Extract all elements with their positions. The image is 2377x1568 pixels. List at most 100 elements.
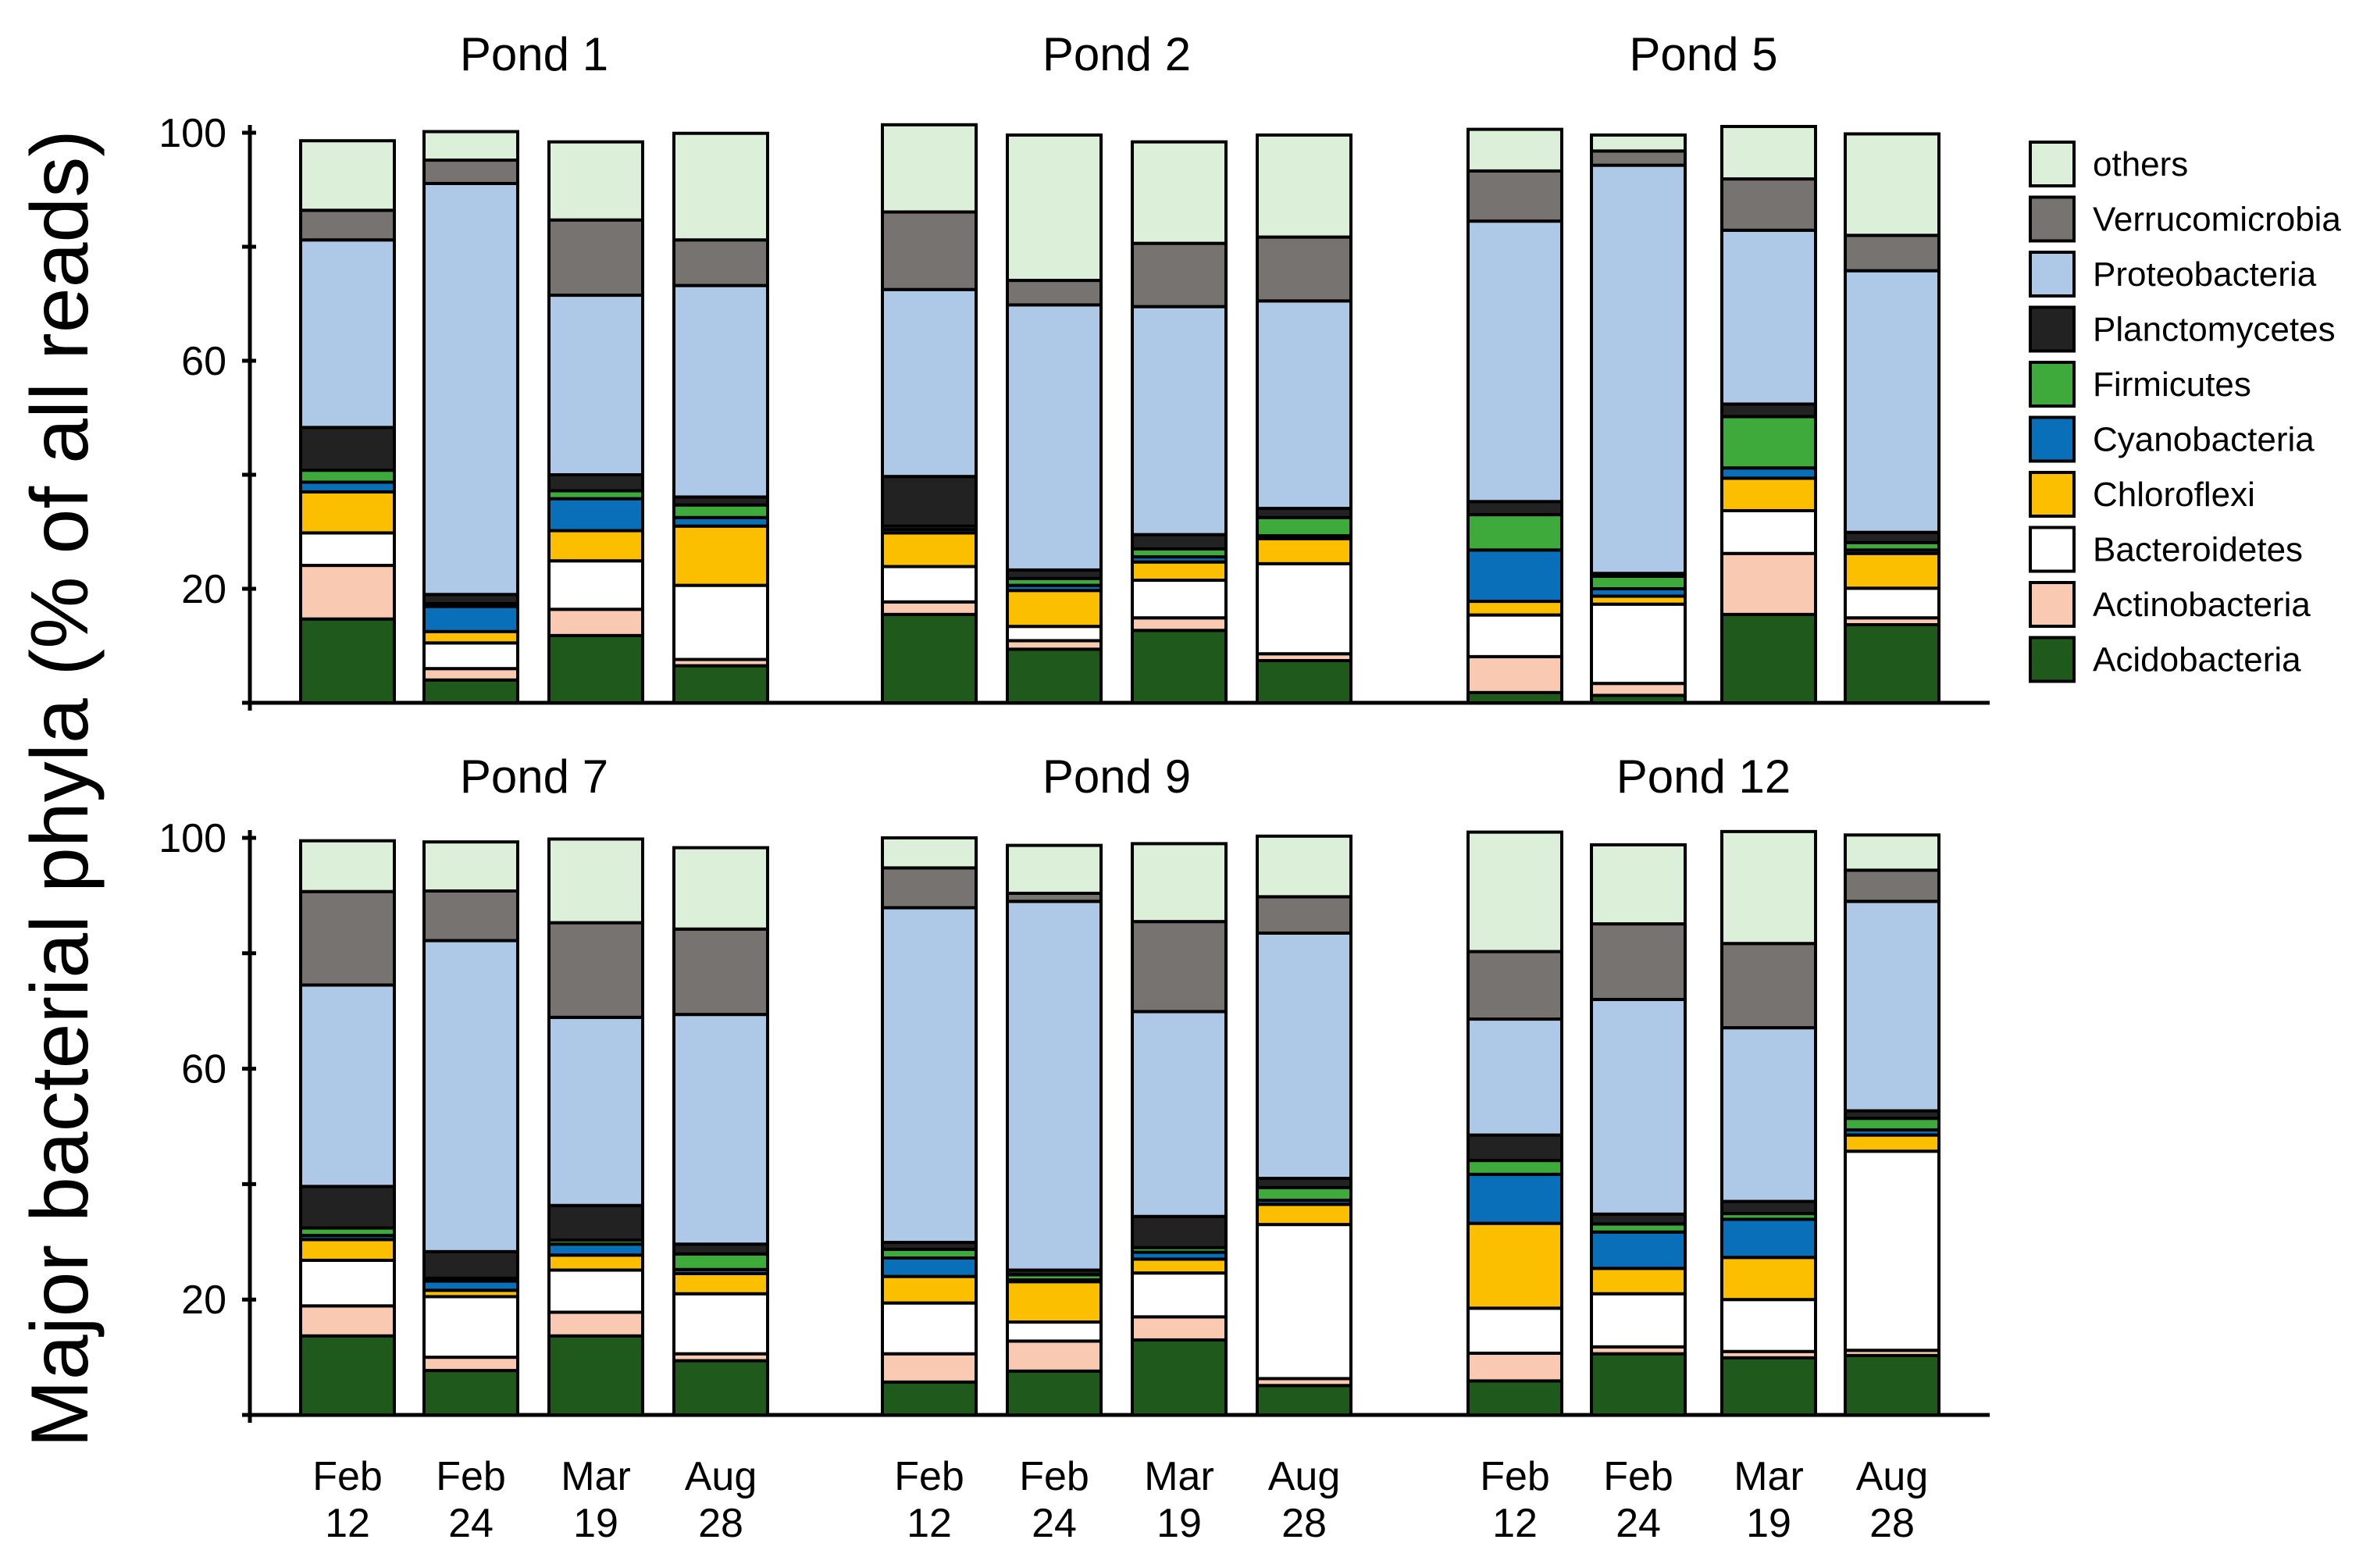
bar-feb-24 [1590, 133, 1687, 705]
bar-segment-verrucomicrobia [1844, 233, 1940, 273]
bar-segment-bacteroidetes [1006, 625, 1103, 643]
panel-pond-12: Pond 12 [1466, 750, 1940, 1417]
bar-segment-chloroflexi [547, 529, 644, 563]
bar-segment-cyanobacteria [1590, 1230, 1687, 1270]
bar-segment-chloroflexi [1006, 589, 1103, 629]
bar-feb-12 [881, 123, 978, 704]
bar-segment-actinobacteria [1131, 1315, 1228, 1342]
bar-segment-bacteroidetes [1131, 579, 1228, 620]
legend-label: others [2093, 145, 2188, 184]
bar-segment-proteobacteria [1466, 219, 1563, 504]
bar-segment-bacteroidetes [1720, 1298, 1817, 1353]
panel-title: Pond 9 [1042, 750, 1191, 803]
bar-segment-chloroflexi [1131, 560, 1228, 583]
bar-segment-acidobacteria [1844, 622, 1940, 704]
bar-segment-planctomycetes [1720, 402, 1817, 419]
bar-segment-chloroflexi [299, 1238, 396, 1262]
bar-aug-28 [1256, 133, 1352, 704]
bar-feb-24 [1006, 843, 1103, 1417]
bar-segment-bacteroidetes [1006, 1320, 1103, 1343]
bar-segment-proteobacteria [299, 238, 396, 429]
bar-segment-actinobacteria [1006, 1339, 1103, 1373]
category-label-month: Mar [1144, 1454, 1214, 1499]
bar-segment-acidobacteria [1006, 1369, 1103, 1417]
legend-swatch [2029, 526, 2076, 573]
bar-segment-verrucomicrobia [299, 889, 396, 987]
bar-segment-verrucomicrobia [422, 159, 519, 185]
category-label-month: Aug [685, 1454, 757, 1499]
bar-segment-proteobacteria [672, 283, 769, 499]
bar-segment-chloroflexi [1256, 1203, 1352, 1227]
bar-aug-28 [1256, 834, 1352, 1417]
bar-segment-bacteroidetes [1844, 586, 1940, 620]
category-label-day: 19 [573, 1501, 618, 1546]
bar-segment-acidobacteria [1256, 1384, 1352, 1417]
bar-segment-verrucomicrobia [672, 927, 769, 1017]
bar-segment-actinobacteria [299, 1304, 396, 1338]
bar-segment-chloroflexi [1466, 600, 1563, 617]
category-label-month: Feb [1480, 1454, 1550, 1499]
bar-segment-bacteroidetes [422, 1295, 519, 1360]
bar-segment-acidobacteria [547, 633, 644, 704]
category-label-day: 28 [698, 1501, 743, 1546]
bar-segment-bacteroidetes [1256, 561, 1352, 656]
bar-segment-others [1590, 843, 1687, 926]
bar-segment-others [299, 139, 396, 212]
legend-item-proteobacteria: Proteobacteria [2029, 251, 2317, 298]
bar-segment-bacteroidetes [672, 1292, 769, 1356]
bar-segment-actinobacteria [1466, 654, 1563, 694]
bar-feb-12 [1466, 127, 1563, 704]
legend-label: Actinobacteria [2093, 586, 2311, 624]
bar-segment-others [1256, 133, 1352, 239]
bar-segment-verrucomicrobia [1006, 279, 1103, 307]
bar-segment-verrucomicrobia [1720, 177, 1817, 232]
bar-segment-others [422, 130, 519, 162]
bar-segment-proteobacteria [547, 294, 644, 476]
bar-segment-others [1006, 843, 1103, 895]
bar-segment-proteobacteria [1006, 303, 1103, 572]
category-label-day: 28 [1869, 1501, 1915, 1546]
bar-segment-verrucomicrobia [1844, 868, 1940, 903]
bar-segment-acidobacteria [881, 1380, 978, 1417]
bar-segment-firmicutes [1720, 415, 1817, 470]
bar-segment-verrucomicrobia [881, 210, 978, 291]
bar-segment-cyanobacteria [1466, 548, 1563, 604]
bar-segment-others [299, 839, 396, 893]
panel-row-1: 20 60 100 Pond 1 Pond 2 Pond 5 [159, 28, 1990, 711]
bar-segment-actinobacteria [547, 608, 644, 637]
bar-aug-28 [672, 131, 769, 704]
bar-segment-planctomycetes [881, 475, 978, 528]
bar-segment-actinobacteria [547, 1310, 644, 1338]
bar-segment-proteobacteria [1006, 900, 1103, 1272]
bar-segment-actinobacteria [299, 564, 396, 621]
bar-segment-actinobacteria [422, 1356, 519, 1373]
legend-swatch [2029, 305, 2076, 353]
bar-segment-proteobacteria [672, 1013, 769, 1246]
bar-segment-firmicutes [672, 1252, 769, 1271]
bar-segment-bacteroidetes [1720, 508, 1817, 555]
legend-swatch [2029, 141, 2076, 187]
y-tick-label: 100 [159, 816, 226, 861]
legend-swatch [2029, 471, 2076, 518]
legend-swatch [2029, 195, 2076, 243]
bar-segment-acidobacteria [547, 1334, 644, 1417]
bar-segment-others [1720, 829, 1817, 946]
legend-swatch [2029, 415, 2076, 463]
bar-segment-firmicutes [672, 503, 769, 519]
bar-segment-firmicutes [1256, 1185, 1352, 1203]
bar-mar-19 [1131, 140, 1228, 704]
bar-segment-bacteroidetes [422, 641, 519, 671]
bar-segment-bacteroidetes [299, 531, 396, 568]
bar-segment-chloroflexi [299, 490, 396, 535]
bar-segment-others [422, 840, 519, 893]
bar-segment-chloroflexi [422, 629, 519, 645]
bar-segment-bacteroidetes [1844, 1149, 1940, 1352]
category-label-month: Mar [561, 1454, 631, 1499]
bar-segment-chloroflexi [1006, 1280, 1103, 1324]
legend-swatch [2029, 636, 2076, 683]
category-label-month: Aug [1856, 1454, 1929, 1499]
panels: 20 60 100 Pond 1 Pond 2 Pond 5 20 60 100 Pond 7 Po… [159, 28, 1990, 1546]
bar-mar-19 [1720, 124, 1817, 704]
legend-swatch [2029, 251, 2076, 298]
bar-segment-bacteroidetes [547, 559, 644, 611]
